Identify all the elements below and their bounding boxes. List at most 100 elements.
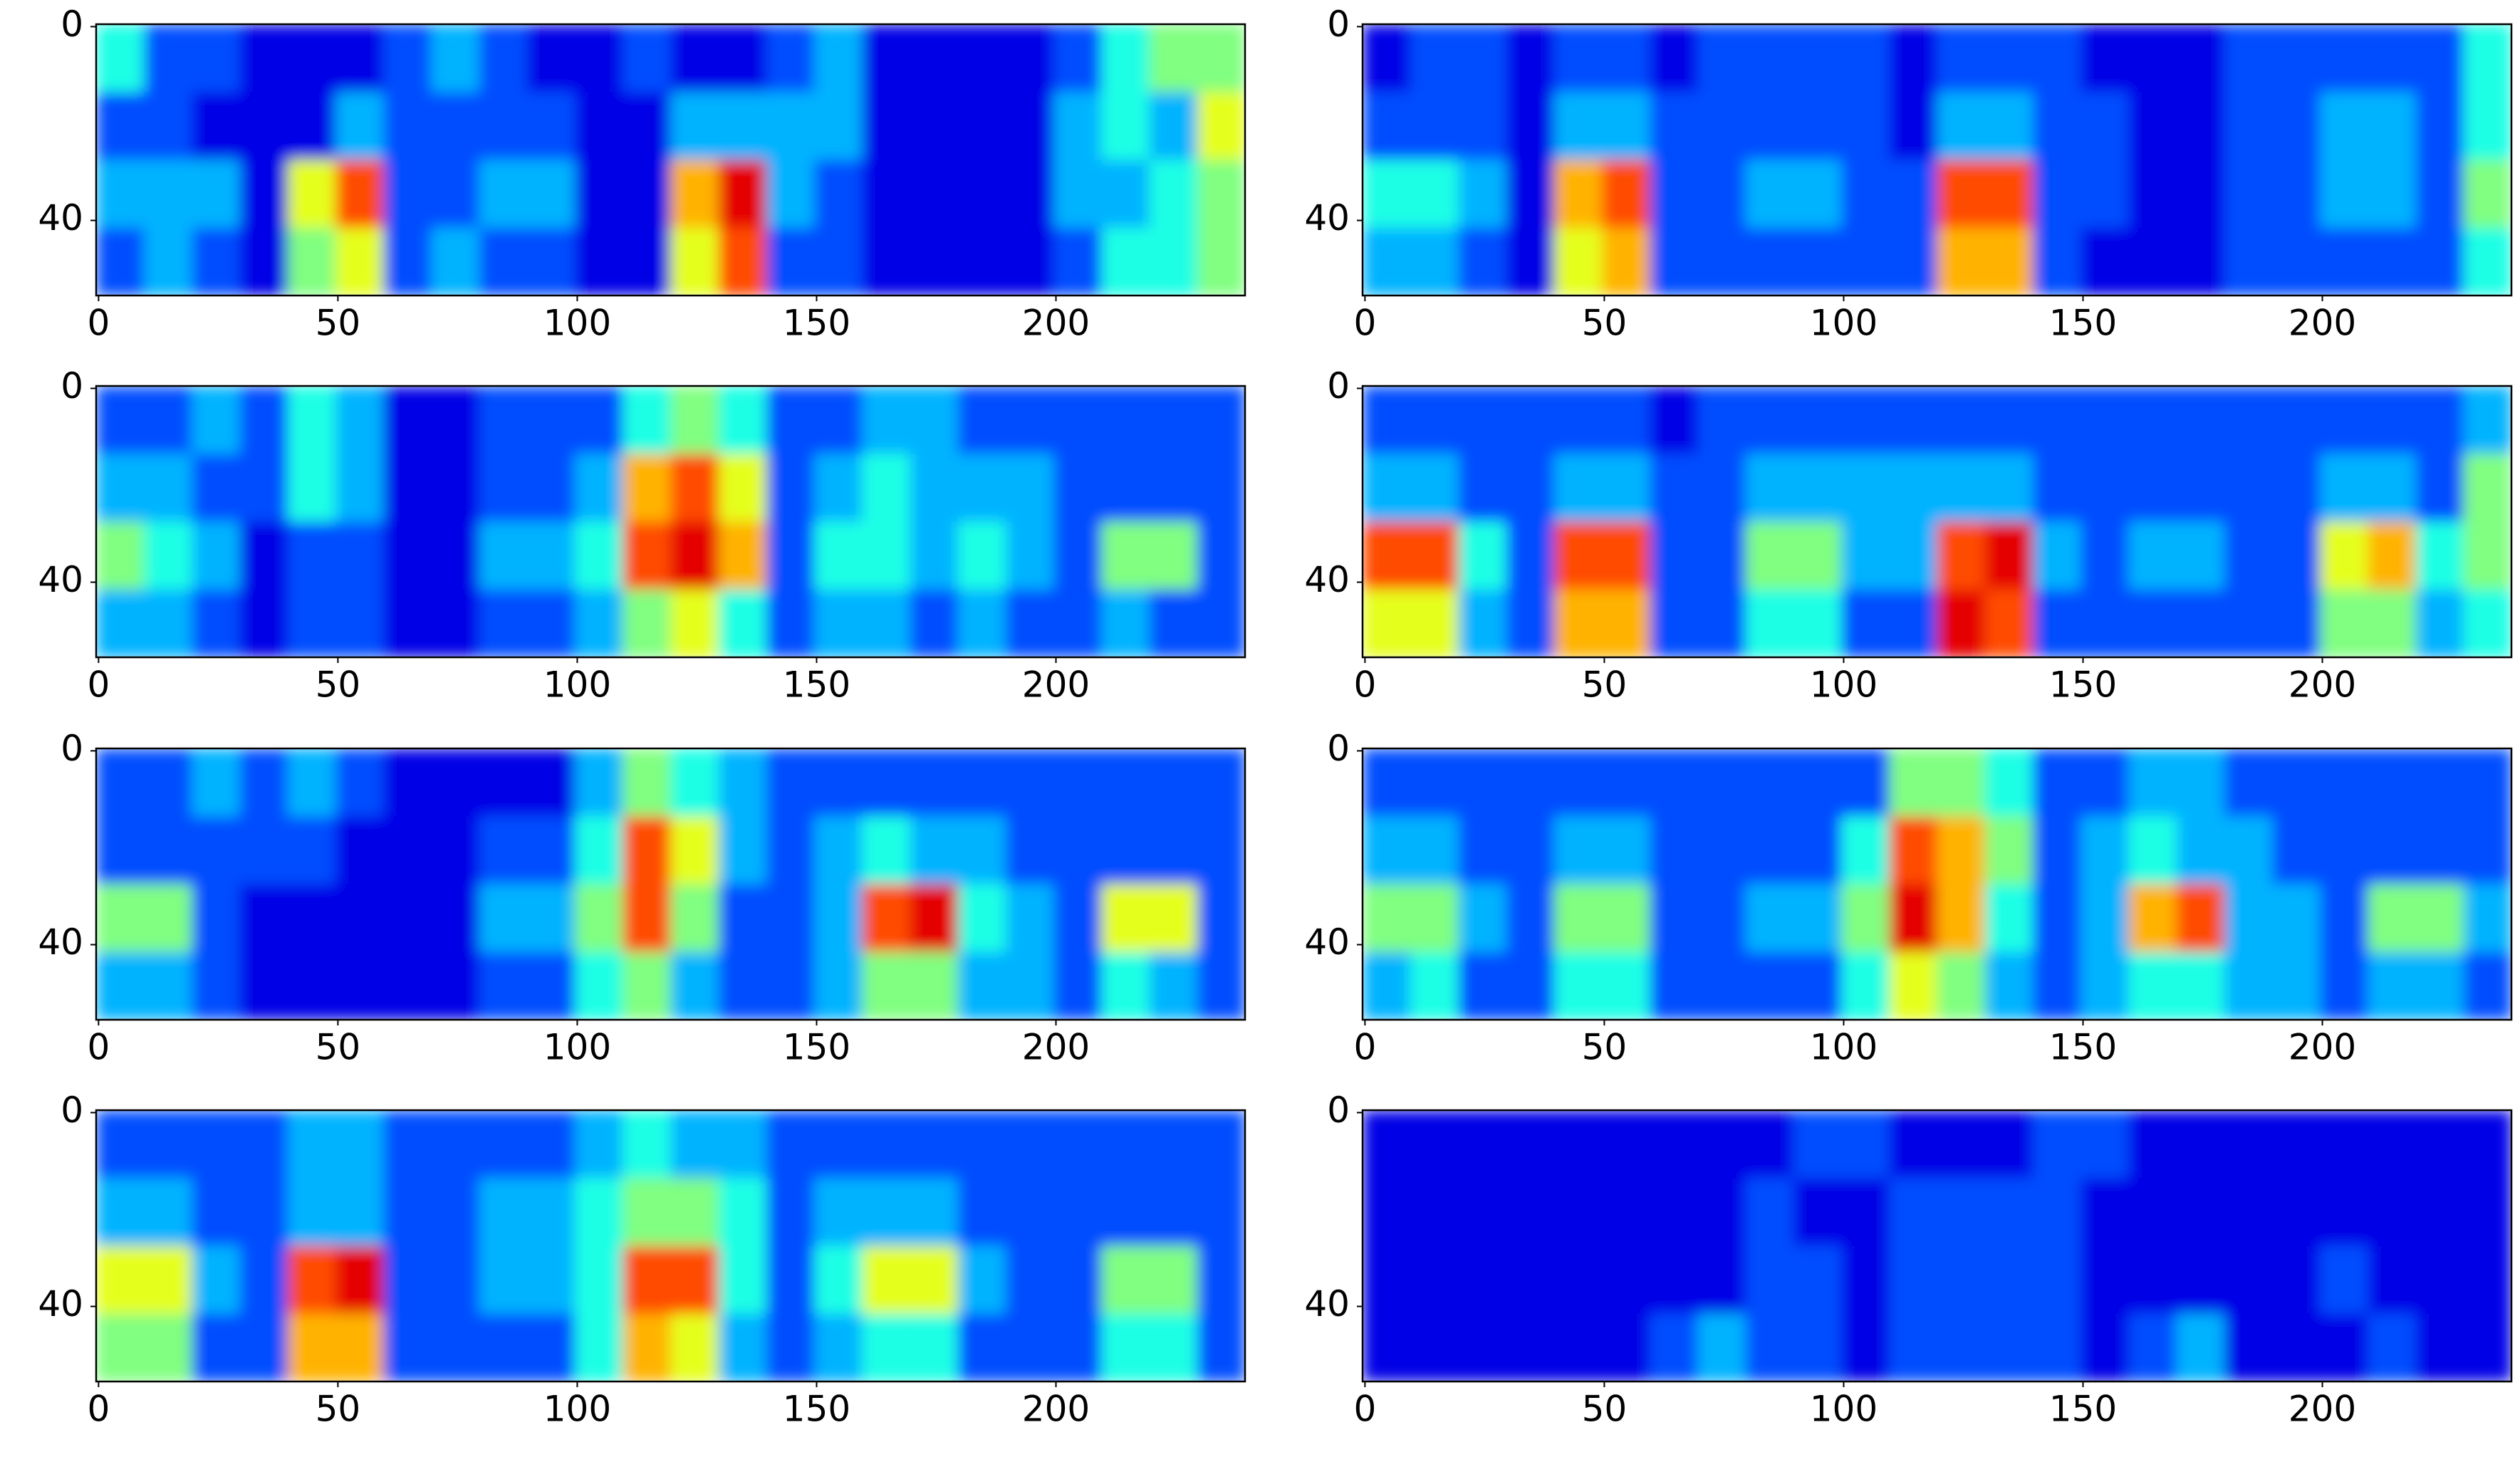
heatmap-cell bbox=[2224, 748, 2273, 817]
x-tick-label: 50 bbox=[1582, 1389, 1628, 1430]
heatmap-cell bbox=[1506, 1110, 1555, 1179]
heatmap-cell bbox=[2271, 1246, 2321, 1315]
heatmap-cell bbox=[2368, 227, 2417, 296]
heatmap-cell bbox=[670, 589, 719, 657]
heatmap-cell bbox=[1650, 816, 1698, 884]
heatmap-cell bbox=[1984, 24, 2034, 93]
heatmap-cell bbox=[383, 454, 432, 522]
heatmap-cell bbox=[2128, 1313, 2177, 1382]
heatmap-cell bbox=[623, 521, 671, 590]
heatmap-cell bbox=[910, 816, 959, 884]
heatmap-cell bbox=[1553, 92, 1603, 160]
heatmap-cell bbox=[670, 92, 719, 160]
heatmap-cell bbox=[766, 884, 815, 953]
heatmap-cell bbox=[2128, 589, 2177, 657]
heatmap-cell bbox=[479, 1110, 528, 1179]
heatmap-cell bbox=[2032, 951, 2081, 1020]
heatmap-cell bbox=[479, 521, 528, 590]
heatmap-cell bbox=[670, 227, 719, 296]
heatmap-cell bbox=[1697, 816, 1746, 884]
heatmap-cell bbox=[1101, 748, 1150, 817]
heatmap-cell bbox=[670, 1178, 719, 1246]
heatmap-cell bbox=[1101, 160, 1150, 229]
heatmap-cell bbox=[2224, 227, 2273, 296]
heatmap-cell bbox=[335, 160, 384, 229]
heatmap-cell bbox=[1984, 816, 2034, 884]
heatmap-cell bbox=[2176, 521, 2225, 590]
heatmap-cell bbox=[2032, 589, 2081, 657]
x-tick-label: 200 bbox=[1022, 303, 1090, 344]
heatmap-cell bbox=[1841, 454, 1890, 522]
heatmap-cell bbox=[1053, 1313, 1102, 1382]
heatmap-cell bbox=[1101, 1246, 1150, 1315]
heatmap-cell bbox=[1889, 816, 1937, 884]
heatmap-cell bbox=[2271, 521, 2321, 590]
heatmap-cell bbox=[1053, 748, 1102, 817]
heatmap-cell bbox=[1793, 1110, 1842, 1179]
heatmap-cell bbox=[2176, 386, 2225, 454]
heatmap-cell bbox=[814, 589, 863, 657]
heatmap-cell bbox=[1793, 816, 1842, 884]
heatmap-cell bbox=[2368, 748, 2417, 817]
heatmap-cell bbox=[718, 884, 767, 953]
heatmap-cell bbox=[1793, 1178, 1842, 1246]
heatmap-cell bbox=[670, 1246, 719, 1315]
heatmap-cell bbox=[1005, 160, 1054, 229]
axes-frame bbox=[95, 23, 1246, 297]
heatmap-cell bbox=[2176, 24, 2225, 93]
heatmap-cell bbox=[1005, 386, 1054, 454]
heatmap-cell bbox=[862, 748, 911, 817]
heatmap-cell bbox=[1650, 227, 1698, 296]
heatmap-cell bbox=[1005, 227, 1054, 296]
heatmap-cell bbox=[2320, 1178, 2368, 1246]
heatmap-cell bbox=[670, 386, 719, 454]
heatmap-cell bbox=[144, 160, 192, 229]
heatmap-cell bbox=[1602, 1313, 1650, 1382]
heatmap-cell bbox=[2368, 521, 2417, 590]
heatmap-cell bbox=[1889, 1246, 1937, 1315]
x-tick-label: 0 bbox=[1353, 664, 1376, 706]
heatmap-cell bbox=[383, 1110, 432, 1179]
heatmap-cell bbox=[479, 816, 528, 884]
heatmap-cell bbox=[2368, 1178, 2417, 1246]
heatmap-cell bbox=[192, 1178, 241, 1246]
heatmap-cell bbox=[239, 24, 288, 93]
heatmap-cell bbox=[2271, 816, 2321, 884]
x-tick-label: 150 bbox=[2049, 1389, 2117, 1430]
x-tick-label: 200 bbox=[1022, 1389, 1090, 1430]
y-tick-label: 40 bbox=[38, 1283, 83, 1325]
heatmap-cell bbox=[96, 227, 145, 296]
heatmap-cell bbox=[2271, 589, 2321, 657]
heatmap-cell bbox=[144, 386, 192, 454]
heatmap-cell bbox=[1506, 951, 1555, 1020]
heatmap-cell bbox=[144, 1246, 192, 1315]
heatmap-cell bbox=[192, 816, 241, 884]
heatmap-cell bbox=[2224, 1110, 2273, 1179]
heatmap-cell bbox=[2081, 92, 2129, 160]
heatmap-cell bbox=[192, 1246, 241, 1315]
heatmap-cell bbox=[1745, 521, 1794, 590]
heatmap-cell bbox=[2368, 589, 2417, 657]
heatmap-cell bbox=[575, 24, 623, 93]
heatmap-cell bbox=[2320, 816, 2368, 884]
heatmap-cell bbox=[2463, 816, 2511, 884]
heatmap-cell bbox=[96, 160, 145, 229]
heatmap-cell bbox=[575, 521, 623, 590]
heatmap-cell bbox=[1553, 816, 1603, 884]
heatmap-cell bbox=[2032, 748, 2081, 817]
heatmap-cell bbox=[1937, 521, 1986, 590]
heatmap-cell bbox=[1602, 386, 1650, 454]
heatmap-cell bbox=[910, 1246, 959, 1315]
heatmap-cell bbox=[479, 454, 528, 522]
heatmap-cell bbox=[1602, 951, 1650, 1020]
heatmap-cell bbox=[2320, 1110, 2368, 1179]
heatmap-cell bbox=[766, 521, 815, 590]
heatmap-cell bbox=[814, 1246, 863, 1315]
heatmap-cell bbox=[526, 816, 576, 884]
heatmap-cells bbox=[96, 748, 1245, 1020]
heatmap-cell bbox=[1053, 454, 1102, 522]
heatmap-cell bbox=[2224, 1313, 2273, 1382]
heatmap-cell bbox=[1650, 24, 1698, 93]
heatmap-cell bbox=[2081, 521, 2129, 590]
